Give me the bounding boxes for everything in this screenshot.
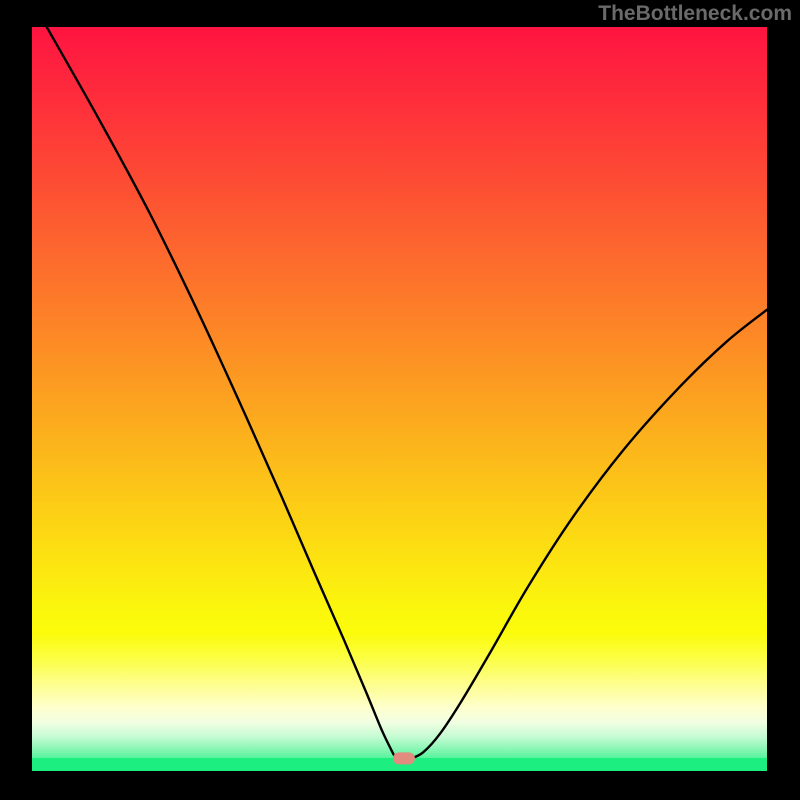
chart-container: TheBottleneck.com xyxy=(0,0,800,800)
plot-background xyxy=(32,27,767,771)
watermark-text: TheBottleneck.com xyxy=(598,2,792,26)
apex-marker xyxy=(393,752,415,764)
chart-svg xyxy=(0,0,800,800)
